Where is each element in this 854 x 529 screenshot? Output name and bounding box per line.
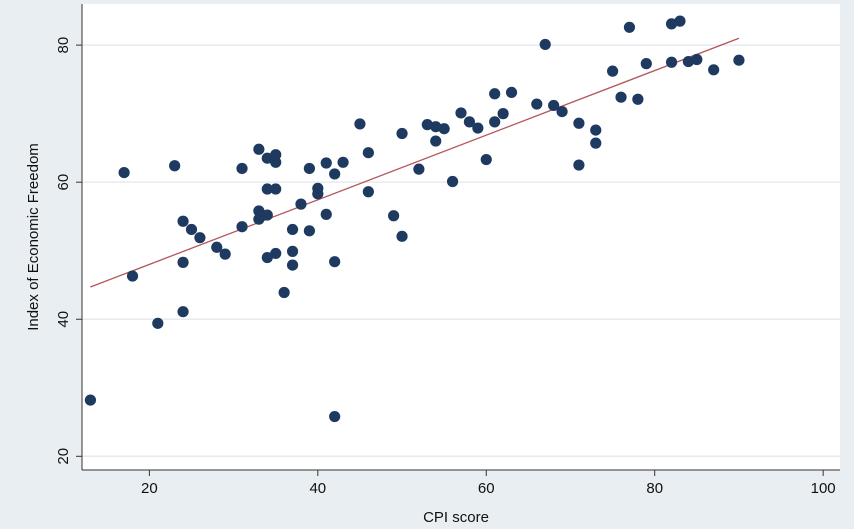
data-point [329, 410, 341, 423]
data-point [354, 118, 366, 130]
x-tick-label: 100 [811, 480, 836, 497]
data-point [253, 205, 265, 217]
data-point [126, 270, 139, 282]
ticks: 20 40 60 80 100 20 40 60 80 [55, 37, 836, 497]
data-point [489, 88, 501, 100]
data-point [362, 147, 374, 159]
data-point [733, 54, 745, 66]
data-point [548, 99, 560, 112]
data-point [177, 256, 189, 268]
data-point [665, 18, 678, 30]
data-point [152, 317, 164, 329]
data-point [118, 166, 130, 179]
grid-lines [82, 44, 840, 458]
data-point [413, 163, 425, 175]
data-point [556, 105, 568, 118]
data-point [455, 107, 467, 119]
data-point [312, 188, 324, 200]
data-point [607, 65, 619, 77]
data-point [337, 156, 349, 168]
data-point [463, 116, 476, 128]
x-axis-label: CPI score [423, 509, 489, 526]
data-point [430, 121, 442, 133]
data-point [329, 168, 341, 180]
data-point [438, 123, 450, 135]
data-point [489, 116, 501, 128]
x-tick-label: 20 [141, 480, 158, 497]
data-point [623, 21, 636, 33]
data-point [573, 117, 585, 129]
x-tick-label: 40 [309, 480, 326, 497]
data-point [505, 86, 518, 99]
data-point [691, 53, 703, 66]
data-point [253, 213, 265, 225]
data-point [708, 64, 720, 76]
data-point [396, 230, 408, 242]
data-point [236, 221, 248, 233]
x-tick-label: 60 [478, 480, 495, 497]
data-point [270, 183, 282, 195]
data-point [169, 160, 181, 172]
data-point [185, 223, 198, 236]
data-point [497, 108, 509, 120]
y-axis-label: Index of Economic Freedom [25, 143, 42, 331]
data-point [84, 394, 97, 406]
data-point [303, 225, 315, 237]
data-point [446, 175, 459, 188]
data-point [278, 286, 290, 299]
data-point [286, 223, 299, 236]
data-point [421, 119, 433, 131]
data-point [177, 215, 189, 227]
data-point [253, 143, 265, 155]
data-point [531, 98, 543, 110]
y-tick-label: 60 [55, 174, 72, 191]
data-point [472, 122, 484, 134]
data-point [261, 183, 273, 195]
y-tick-label: 80 [55, 37, 72, 54]
data-point [640, 58, 652, 70]
data-points [84, 15, 745, 423]
data-point [236, 162, 248, 175]
data-point [295, 198, 307, 210]
data-point [219, 248, 231, 260]
data-point [665, 56, 678, 68]
data-point [329, 256, 341, 268]
data-point [320, 208, 332, 220]
data-point [674, 15, 686, 27]
data-point [194, 232, 206, 244]
data-point [261, 209, 273, 221]
data-point [362, 186, 374, 198]
data-point [480, 153, 492, 166]
data-point [539, 38, 551, 51]
data-point [261, 152, 273, 164]
data-point [270, 156, 282, 168]
data-point [430, 135, 442, 147]
data-point [211, 241, 223, 253]
axes [81, 4, 840, 471]
data-point [177, 306, 189, 318]
data-point [286, 259, 299, 271]
data-point [270, 247, 282, 260]
data-point [396, 127, 408, 140]
y-tick-label: 20 [55, 448, 72, 465]
data-point [286, 245, 299, 257]
data-point [590, 124, 602, 136]
data-point [320, 157, 332, 169]
data-point [261, 251, 273, 264]
data-point [632, 93, 644, 105]
fit-line [90, 37, 740, 288]
data-point [573, 159, 585, 171]
data-point [682, 55, 695, 68]
x-tick-label: 80 [646, 480, 663, 497]
y-tick-label: 40 [55, 311, 72, 328]
data-point [615, 91, 627, 103]
data-point [590, 137, 602, 149]
data-point [388, 210, 400, 222]
data-point [303, 162, 315, 175]
plot-area [82, 4, 840, 470]
